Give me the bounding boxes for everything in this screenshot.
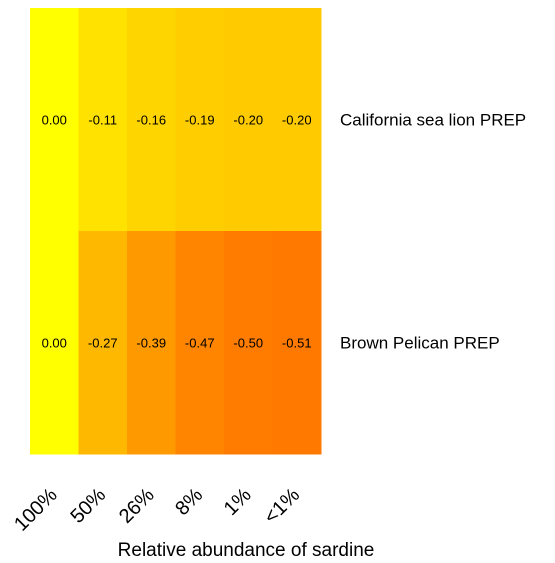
cell-value-label: -0.39 bbox=[136, 336, 166, 351]
column-label: <1% bbox=[260, 484, 304, 528]
heatmap-cell bbox=[127, 231, 176, 455]
heatmap-cell bbox=[224, 8, 273, 232]
row-label: California sea lion PREP bbox=[340, 111, 526, 130]
heatmap-cell bbox=[175, 8, 225, 232]
heatmap-cell bbox=[272, 8, 322, 232]
cell-value-label: -0.47 bbox=[185, 336, 215, 351]
cell-value-label: -0.16 bbox=[136, 113, 166, 128]
column-label: 1% bbox=[220, 484, 256, 520]
heatmap-cell bbox=[30, 8, 79, 232]
cell-value-label: -0.19 bbox=[185, 113, 215, 128]
cell-value-label: 0.00 bbox=[42, 336, 67, 351]
heatmap-cells bbox=[30, 8, 322, 455]
heatmap-column-labels: 100% 50% 26% 8% 1% <1% bbox=[10, 484, 304, 536]
x-axis-title: Relative abundance of sardine bbox=[118, 540, 375, 561]
cell-value-label: -0.27 bbox=[88, 336, 118, 351]
cell-value-label: -0.50 bbox=[233, 336, 263, 351]
heatmap-cell bbox=[78, 8, 128, 232]
cell-value-label: -0.11 bbox=[88, 113, 117, 128]
heatmap-cell bbox=[272, 231, 322, 455]
cell-value-label: 0.00 bbox=[42, 113, 67, 128]
heatmap-cell bbox=[224, 231, 273, 455]
heatmap-cell bbox=[30, 231, 79, 455]
heatmap-row-labels: California sea lion PREP Brown Pelican PR… bbox=[340, 111, 526, 353]
heatmap-cell bbox=[78, 231, 128, 455]
column-label: 50% bbox=[66, 484, 110, 528]
row-label: Brown Pelican PREP bbox=[340, 334, 500, 353]
column-label: 100% bbox=[10, 484, 62, 536]
column-label: 26% bbox=[115, 484, 159, 528]
heatmap-cell bbox=[127, 8, 176, 232]
column-label: 8% bbox=[171, 484, 207, 520]
heatmap-cell bbox=[175, 231, 225, 455]
cell-value-label: -0.51 bbox=[282, 336, 312, 351]
cell-value-label: -0.20 bbox=[233, 113, 263, 128]
heatmap-cell-labels: 0.00 -0.11 -0.16 -0.19 -0.20 -0.20 0.00 -0.27 -0… bbox=[42, 113, 312, 351]
cell-value-label: -0.20 bbox=[282, 113, 312, 128]
